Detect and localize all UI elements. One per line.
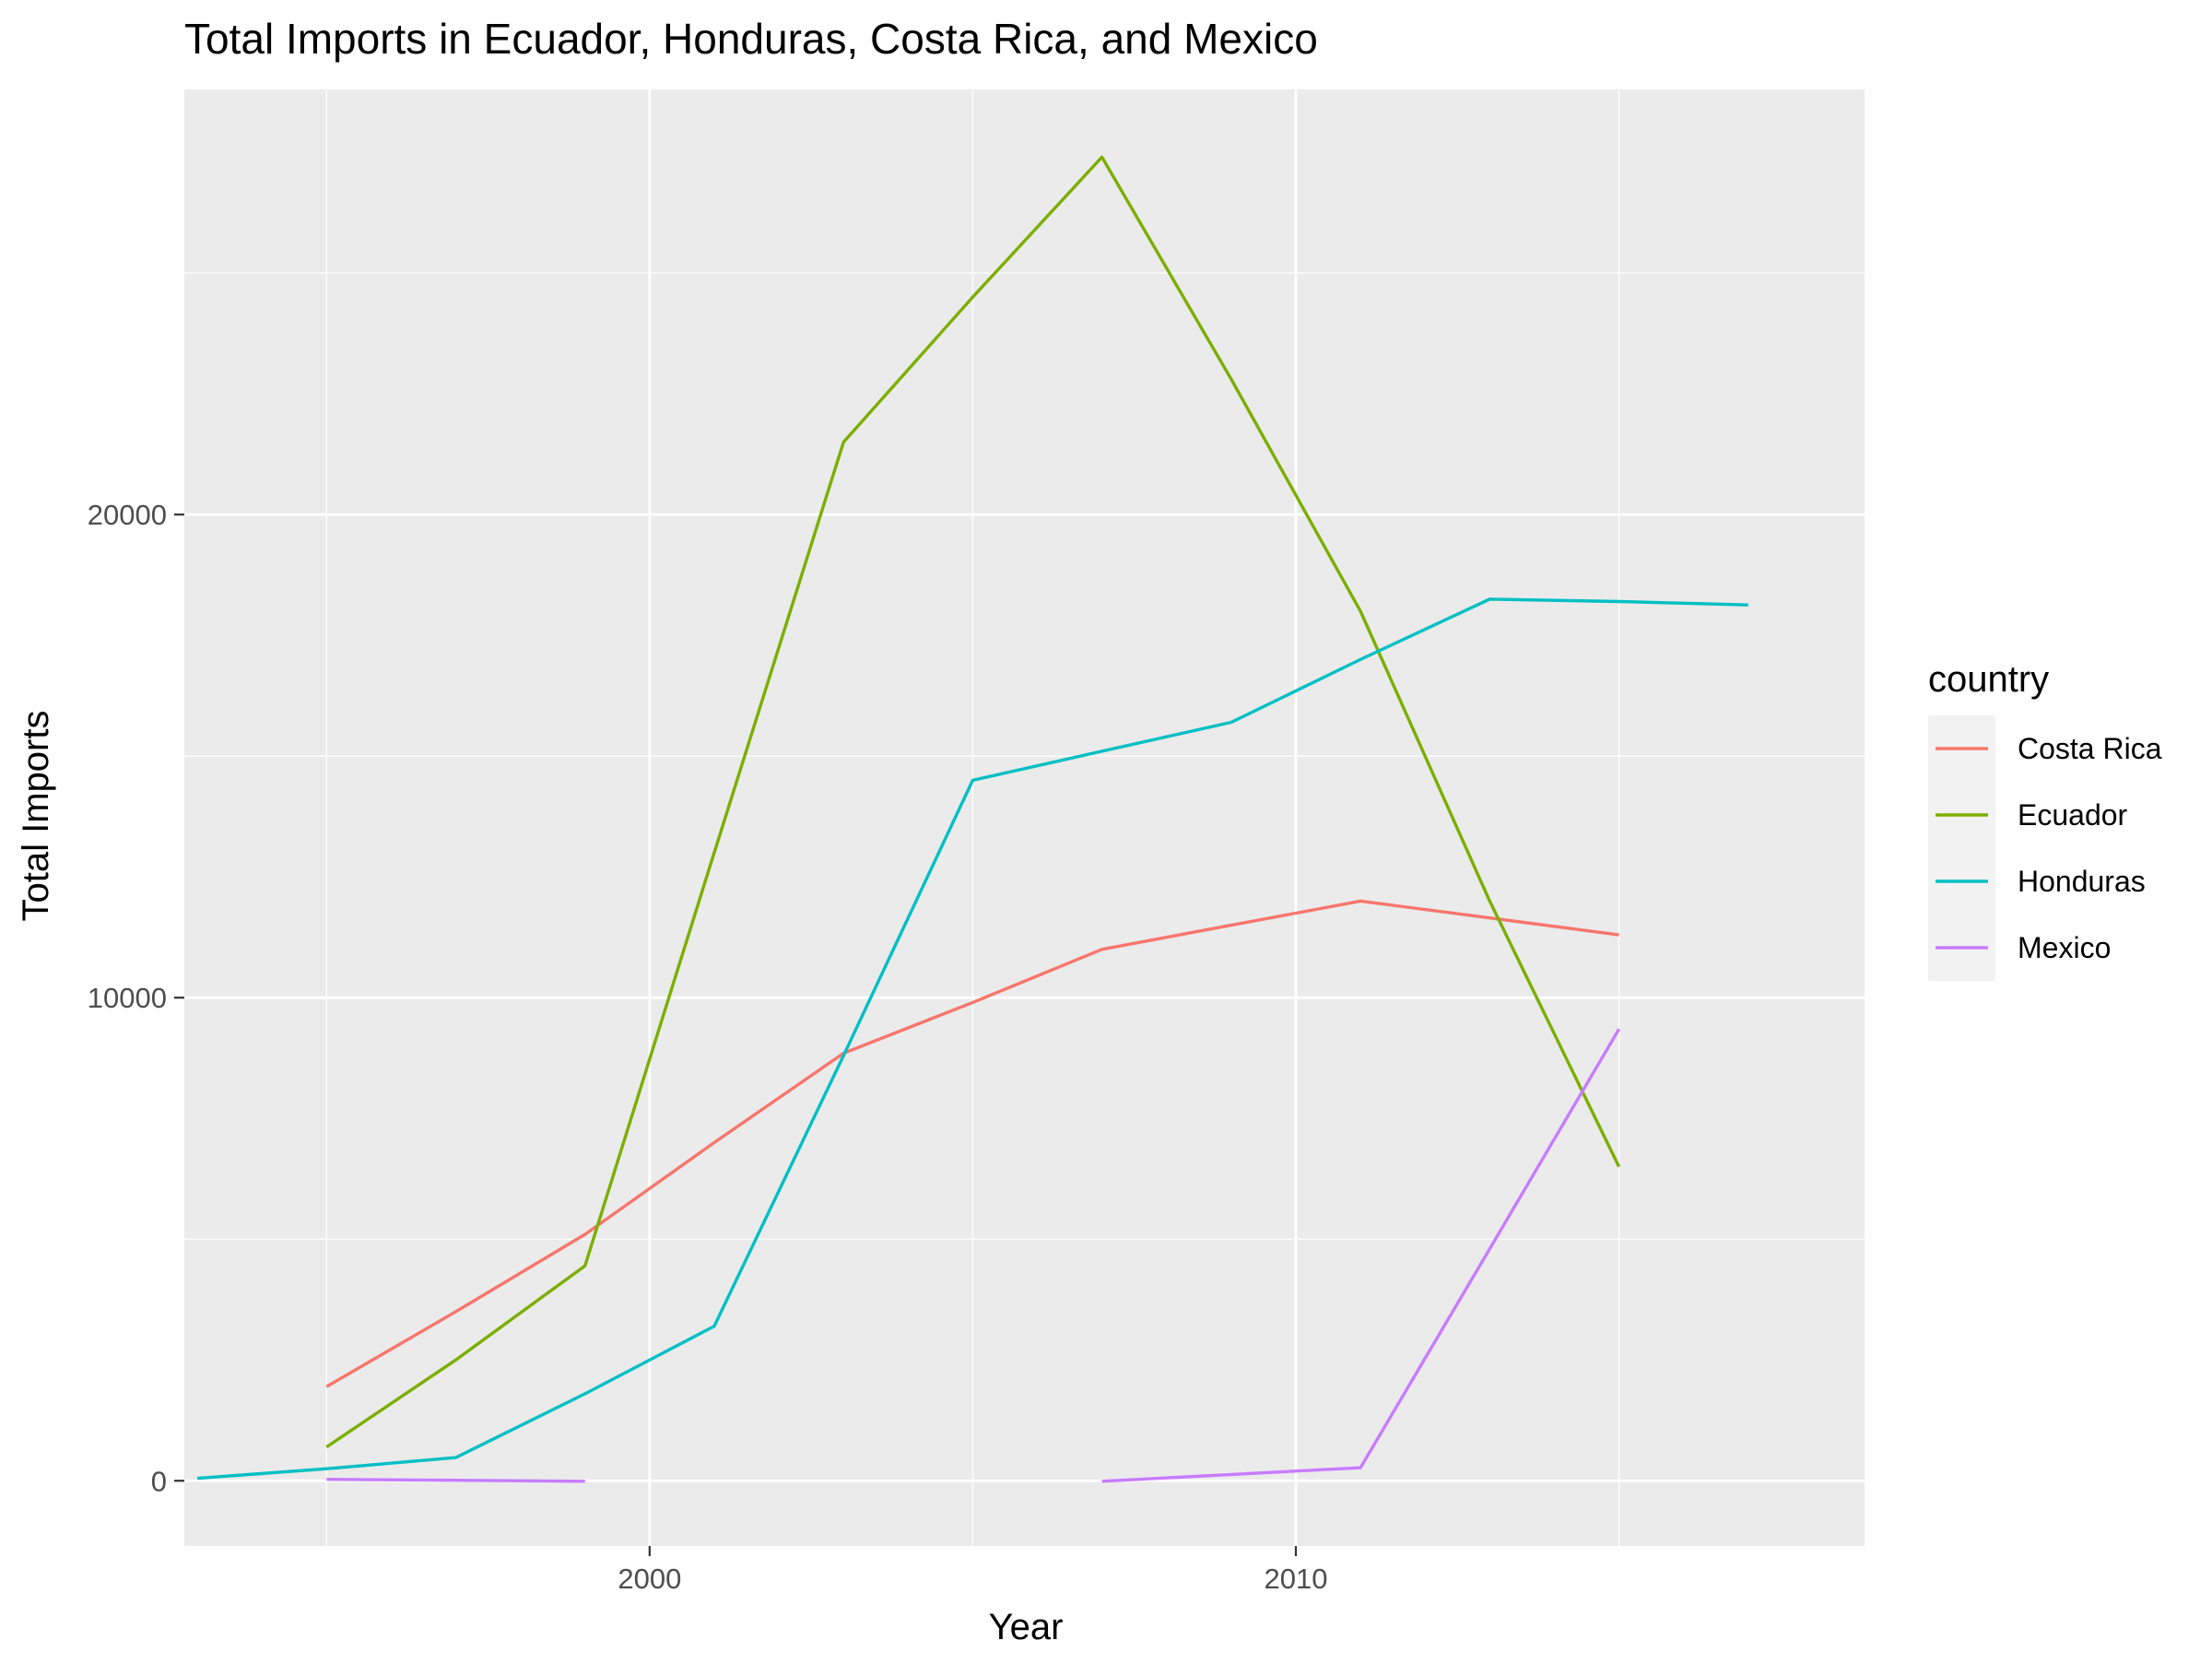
legend-label-costa-rica: Costa Rica bbox=[2018, 732, 2162, 765]
series-line-honduras bbox=[196, 597, 1748, 1481]
legend-label-mexico: Mexico bbox=[2018, 931, 2111, 964]
y-axis-title: Total Imports bbox=[16, 711, 56, 922]
chart-title: Total Imports in Ecuador, Honduras, Cost… bbox=[184, 15, 1318, 63]
series-line-mexico bbox=[1101, 1028, 1621, 1483]
plot-panel bbox=[184, 89, 1865, 1546]
y-tick-label: 0 bbox=[151, 1465, 167, 1497]
legend-key-background bbox=[1928, 715, 1995, 981]
series-line-mexico bbox=[326, 1477, 585, 1483]
legend-label-ecuador: Ecuador bbox=[2018, 798, 2128, 832]
panel-background bbox=[184, 89, 1865, 1546]
y-tick-label: 10000 bbox=[88, 982, 167, 1014]
x-axis-title: Year bbox=[989, 1607, 1064, 1647]
series-line-ecuador bbox=[325, 155, 1621, 1449]
x-tick-label: 2010 bbox=[1265, 1563, 1328, 1595]
legend: country Costa Rica Ecuador Honduras Mexico bbox=[1928, 659, 2162, 981]
series-line-costa-rica bbox=[325, 899, 1619, 1388]
axes-layer: 2000 2010 0 10000 20000 bbox=[88, 499, 1328, 1595]
legend-label-honduras: Honduras bbox=[2018, 865, 2146, 898]
series-layer bbox=[196, 155, 1748, 1483]
x-tick-label: 2000 bbox=[618, 1563, 681, 1595]
legend-title: country bbox=[1928, 659, 2049, 700]
y-tick-label: 20000 bbox=[88, 499, 167, 531]
